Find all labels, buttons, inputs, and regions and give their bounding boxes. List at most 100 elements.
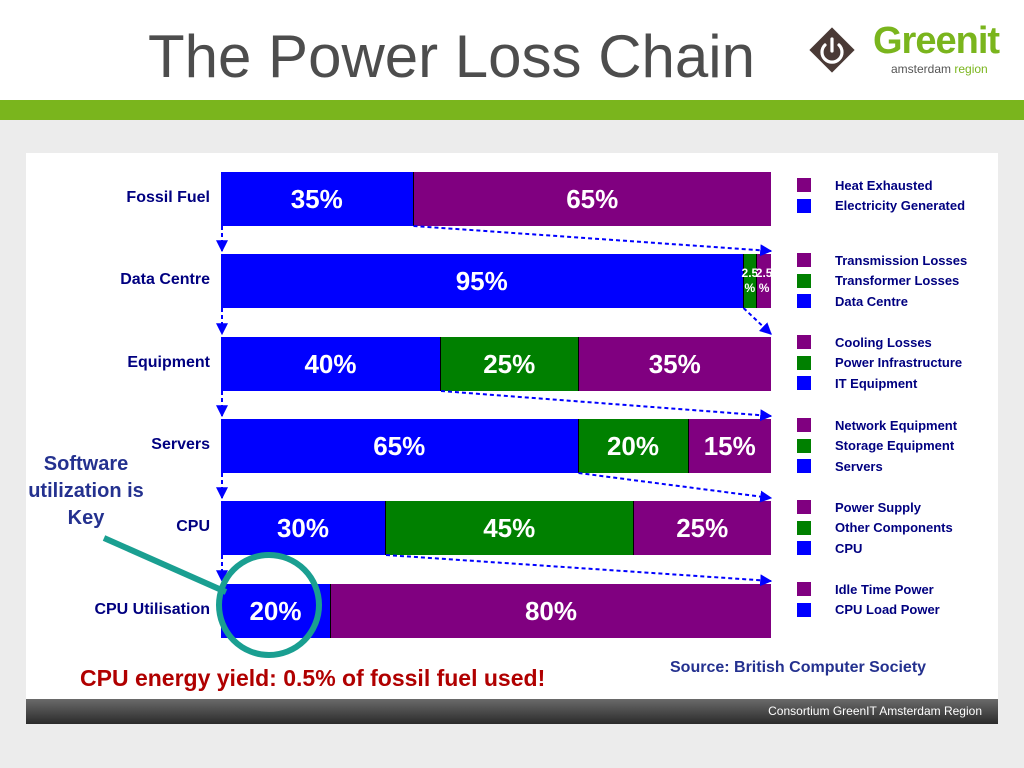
connector-line-right [440, 390, 773, 422]
callout-pointer [102, 535, 228, 595]
legend-label: Power Supply [835, 499, 921, 515]
logo-subtitle: amsterdam region [891, 62, 988, 76]
legend-label: IT Equipment [835, 375, 918, 391]
bar-segment: 80% [331, 584, 771, 638]
row-label: CPU Utilisation [94, 601, 210, 618]
legend-item: Power Infrastructure [797, 353, 962, 374]
legend-label: Servers [835, 458, 883, 474]
legend-label: Network Equipment [835, 417, 958, 433]
legend-label: Electricity Generated [835, 198, 966, 214]
bar-segment: 65% [221, 419, 579, 473]
legend-swatch [797, 541, 811, 556]
legend-label: Transformer Losses [835, 273, 960, 289]
legend-swatch [797, 459, 811, 474]
legend-item: Data Centre [797, 291, 967, 312]
connector-line-right [385, 554, 773, 587]
stacked-bar: 65% 20% 15% [221, 419, 771, 473]
source-note: Source: British Computer Society [670, 659, 927, 676]
bar-segment: 20% [578, 419, 689, 473]
logo-subtitle-region: region [954, 62, 988, 76]
legend-label: Cooling Losses [835, 334, 932, 350]
legend-swatch [797, 520, 811, 535]
bar-segment: 35% [578, 337, 771, 391]
legend-item: Other Components [797, 518, 953, 539]
connector-line-right [742, 307, 772, 335]
row-label: Data Centre [120, 271, 210, 288]
legend-item: Idle Time Power [797, 579, 940, 600]
legend-item: Network Equipment [797, 415, 957, 436]
legend-label: Idle Time Power [835, 581, 934, 597]
legend-item: Power Supply [797, 497, 953, 518]
power-icon [809, 27, 855, 73]
legend-swatch [797, 355, 811, 370]
legend-item: Electricity Generated [797, 196, 965, 217]
legend-item: CPU [797, 538, 953, 559]
row-label: Servers [151, 436, 210, 453]
slide-header: The Power Loss Chain Greenit amsterdam r… [0, 0, 1024, 100]
legend-item: Storage Equipment [797, 436, 957, 457]
bar-segment: 45% [386, 501, 634, 555]
bar-segment: 15% [688, 419, 771, 473]
legend-label: CPU [835, 540, 863, 556]
legend-item: IT Equipment [797, 373, 962, 394]
legend-label: Other Components [835, 520, 953, 536]
legend-label: Heat Exhausted [835, 177, 933, 193]
legend-label: CPU Load Power [835, 602, 940, 618]
row-label: Fossil Fuel [126, 189, 210, 206]
bar-segment: 30% [221, 501, 386, 555]
software-utilization-callout: Software utilization is Key [28, 453, 144, 529]
logo-wordmark: Greenit [873, 20, 1000, 62]
legend-item: Cooling Losses [797, 332, 962, 353]
stacked-bar: 30% 45% 25% [221, 501, 771, 555]
legend-group: Network Equipment Storage Equipment Server… [797, 415, 957, 477]
legend-group: Cooling Losses Power Infrastructure IT Equ… [797, 332, 962, 394]
footer-bar: Consortium GreenIT Amsterdam Region [26, 699, 998, 724]
legend-swatch [797, 500, 811, 515]
legend-group: Heat Exhausted Electricity Generated [797, 175, 965, 216]
legend-group: Idle Time Power CPU Load Power [797, 579, 940, 620]
legend-swatch [797, 376, 811, 391]
stacked-bar: 40% 25% 35% [221, 337, 771, 391]
legend-label: Storage Equipment [835, 438, 955, 454]
bar-segment: 35% [221, 172, 414, 226]
bar-segment: 25% [633, 501, 771, 555]
stacked-bar: 35% 65% [221, 172, 771, 226]
highlight-circle [216, 552, 322, 658]
legend-label: Data Centre [835, 293, 908, 309]
legend-group: Power Supply Other Components CPU [797, 497, 953, 559]
legend-swatch [797, 253, 811, 268]
connector-line-right [578, 472, 773, 503]
legend-item: Transformer Losses [797, 271, 967, 292]
legend-swatch [797, 335, 811, 350]
legend-swatch [797, 438, 811, 453]
legend-item: CPU Load Power [797, 600, 940, 621]
legend-swatch [797, 198, 811, 213]
legend-item: Transmission Losses [797, 250, 967, 271]
legend-swatch [797, 273, 811, 288]
legend-item: Heat Exhausted [797, 175, 965, 196]
legend-label: Power Infrastructure [835, 355, 963, 371]
row-label: Equipment [127, 354, 210, 371]
connector-line-right [413, 225, 773, 257]
legend-swatch [797, 582, 811, 597]
bar-segment: 2.5 % [756, 254, 772, 308]
legend-label: Transmission Losses [835, 252, 968, 268]
footer-text: Consortium GreenIT Amsterdam Region [768, 704, 982, 718]
stacked-bar: 20% 80% [221, 584, 771, 638]
bar-segment: 40% [221, 337, 441, 391]
bar-segment: 95% [221, 254, 744, 308]
legend-swatch [797, 418, 811, 433]
logo-subtitle-main: amsterdam [891, 62, 952, 76]
bar-segment: 25% [441, 337, 579, 391]
bar-segment: 2.5 % [742, 254, 758, 308]
bar-segment: 65% [413, 172, 771, 226]
legend-group: Transmission Losses Transformer Losses Dat… [797, 250, 967, 312]
yield-note: CPU energy yield: 0.5% of fossil fuel us… [80, 665, 546, 691]
greenit-logo: Greenit amsterdam region [805, 18, 1015, 82]
stacked-bar: 95% 2.5 % 2.5 % [221, 254, 772, 308]
legend-swatch [797, 602, 811, 617]
row-label: CPU [176, 518, 210, 535]
header-green-band [0, 100, 1024, 120]
